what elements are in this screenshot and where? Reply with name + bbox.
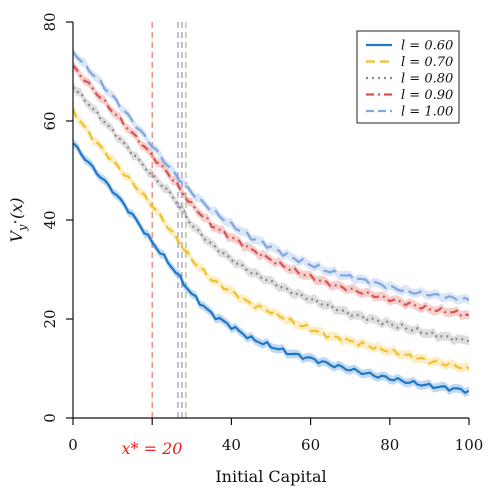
axes: 0 20 40 60 80 0 40 60 80 100 — [41, 12, 483, 454]
x-tick-label: 0 — [68, 436, 78, 454]
x-tick-label: 80 — [380, 436, 399, 454]
band-series-0 — [73, 138, 469, 398]
line-series-0 — [73, 142, 469, 394]
legend-label: l = 0.60 — [401, 39, 453, 54]
y-axis-title: Vy⋆(x) — [7, 198, 29, 243]
reference-vlines — [151, 22, 187, 418]
legend: l = 0.60l = 0.70 l = 0.80l = 0.90 l = 1.00 — [356, 30, 460, 124]
line-series-4 — [73, 51, 469, 302]
legend-label: l = 0.70 — [401, 55, 453, 70]
x-axis-title: Initial Capital — [215, 467, 326, 486]
y-tick-label: 60 — [41, 111, 59, 130]
legend-label: l = 0.80 — [401, 72, 453, 87]
x-tick-label: 100 — [455, 436, 484, 454]
legend-label: l = 1.00 — [401, 105, 453, 120]
x-tick-label: 60 — [301, 436, 320, 454]
legend-label: l = 0.90 — [401, 88, 453, 103]
y-tick-label: 80 — [41, 12, 59, 31]
y-tick-label: 0 — [41, 413, 59, 423]
line-series-3 — [73, 64, 469, 317]
confidence-bands — [73, 47, 469, 398]
line-series-1 — [73, 108, 469, 370]
line-series-2 — [73, 86, 469, 343]
series-lines — [73, 51, 469, 394]
x-star-annotation: x* = 20 — [122, 439, 183, 458]
x-tick-label: 40 — [222, 436, 241, 454]
y-tick-label: 20 — [41, 309, 59, 328]
y-tick-label: 40 — [41, 210, 59, 229]
